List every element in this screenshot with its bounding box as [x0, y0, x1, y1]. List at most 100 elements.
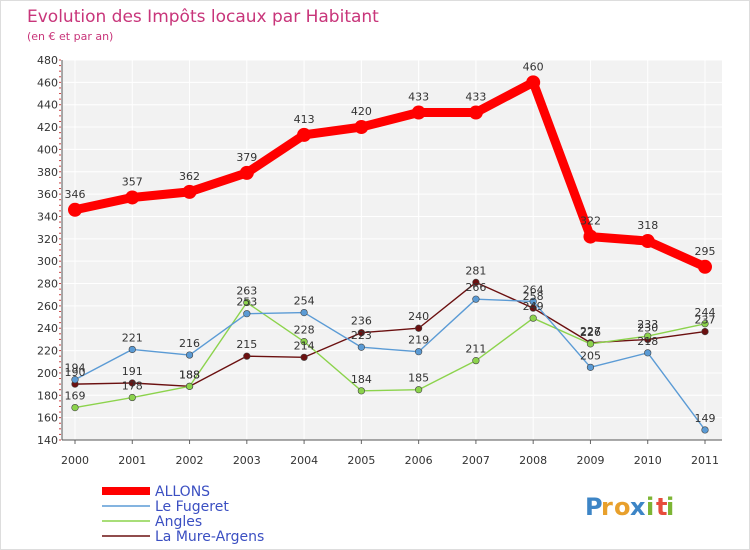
y-tick-label: 360	[37, 188, 58, 201]
data-label: 230	[637, 321, 658, 334]
x-tick-label: 2009	[576, 454, 604, 467]
data-point	[701, 327, 709, 336]
data-label: 185	[408, 372, 429, 385]
data-point	[583, 229, 598, 244]
data-point	[71, 376, 79, 384]
y-tick-label: 200	[37, 367, 58, 380]
data-point	[128, 393, 136, 402]
x-tick-label: 2005	[347, 454, 375, 467]
data-point	[239, 165, 254, 180]
data-label: 379	[236, 151, 257, 164]
x-tick-label: 2003	[233, 454, 261, 467]
y-tick-label: 480	[37, 54, 58, 67]
data-point	[698, 259, 712, 274]
data-label: 460	[523, 60, 544, 73]
data-point	[185, 382, 194, 390]
logo-letter: i	[646, 493, 654, 521]
y-tick-label: 160	[37, 412, 58, 425]
data-label: 240	[408, 310, 429, 323]
data-label: 214	[294, 339, 315, 352]
data-label: 211	[465, 343, 486, 356]
y-tick-label: 140	[37, 434, 58, 447]
data-point	[701, 320, 709, 328]
y-tick-label: 340	[37, 210, 58, 223]
logo-letter: i	[666, 493, 674, 521]
data-point	[125, 190, 140, 205]
data-point	[182, 184, 197, 199]
data-label: 249	[523, 300, 544, 313]
x-tick-label: 2000	[61, 454, 89, 467]
data-point	[128, 345, 136, 354]
legend-label: Le Fugeret	[155, 499, 229, 515]
data-label: 188	[179, 368, 200, 381]
data-point	[529, 297, 537, 306]
logo-letter: t	[656, 493, 667, 521]
data-point	[526, 75, 541, 90]
data-point	[357, 329, 365, 337]
data-label: 194	[65, 362, 86, 375]
data-label: 281	[465, 264, 486, 277]
data-label: 253	[236, 296, 257, 309]
data-label: 184	[351, 373, 372, 386]
data-point	[411, 105, 426, 120]
logo-letter: o	[614, 493, 631, 521]
data-label: 149	[695, 412, 716, 425]
data-point	[529, 314, 537, 322]
data-label: 219	[408, 334, 429, 347]
data-point	[586, 363, 595, 371]
data-point	[354, 120, 369, 135]
data-label: 266	[465, 281, 486, 294]
data-point	[300, 353, 308, 361]
data-point	[701, 426, 709, 434]
data-point	[472, 278, 480, 287]
chart-subtitle: (en € et par an)	[27, 30, 113, 43]
data-point	[644, 349, 652, 357]
x-tick-label: 2001	[118, 454, 146, 467]
data-point	[243, 310, 251, 318]
data-point	[68, 202, 82, 217]
x-tick-label: 2010	[634, 454, 662, 467]
proxiti-logo: Pr o x i ti	[585, 493, 674, 521]
data-point	[640, 234, 655, 249]
data-point	[644, 332, 652, 340]
y-tick-label: 460	[37, 76, 58, 89]
x-tick-label: 2002	[176, 454, 204, 467]
data-label: 420	[351, 105, 372, 118]
data-label: 263	[236, 285, 257, 298]
data-point	[128, 379, 136, 387]
data-label: 228	[294, 324, 315, 337]
data-label: 254	[294, 295, 315, 308]
series-group	[68, 75, 712, 434]
data-label: 221	[122, 331, 143, 344]
legend-label: Angles	[155, 514, 202, 530]
data-label: 237	[695, 314, 716, 327]
y-tick-label: 220	[37, 345, 58, 358]
data-point	[415, 348, 423, 356]
data-label: 223	[351, 329, 372, 342]
legend-label: La Mure-Argens	[155, 529, 264, 545]
y-tick-label: 260	[37, 300, 58, 313]
data-label: 244	[695, 306, 716, 319]
data-point	[468, 105, 483, 120]
chart-title: Evolution des Impôts locaux par Habitant	[27, 7, 379, 27]
logo-letter: P	[585, 493, 603, 521]
data-label: 215	[236, 338, 257, 351]
data-point	[300, 308, 308, 317]
x-tick-label: 2011	[691, 454, 719, 467]
data-label: 191	[122, 365, 143, 378]
data-label: 188	[179, 368, 200, 381]
logo-letter: x	[630, 493, 646, 521]
data-point	[300, 338, 308, 346]
data-label: 433	[408, 91, 429, 104]
data-point	[71, 403, 79, 412]
legend-label: ALLONS	[155, 484, 210, 500]
y-tick-label: 380	[37, 166, 58, 179]
data-label: 227	[580, 325, 601, 338]
data-point	[243, 352, 251, 360]
data-point	[297, 127, 312, 142]
data-point	[472, 295, 480, 303]
y-tick-label: 180	[37, 389, 58, 402]
